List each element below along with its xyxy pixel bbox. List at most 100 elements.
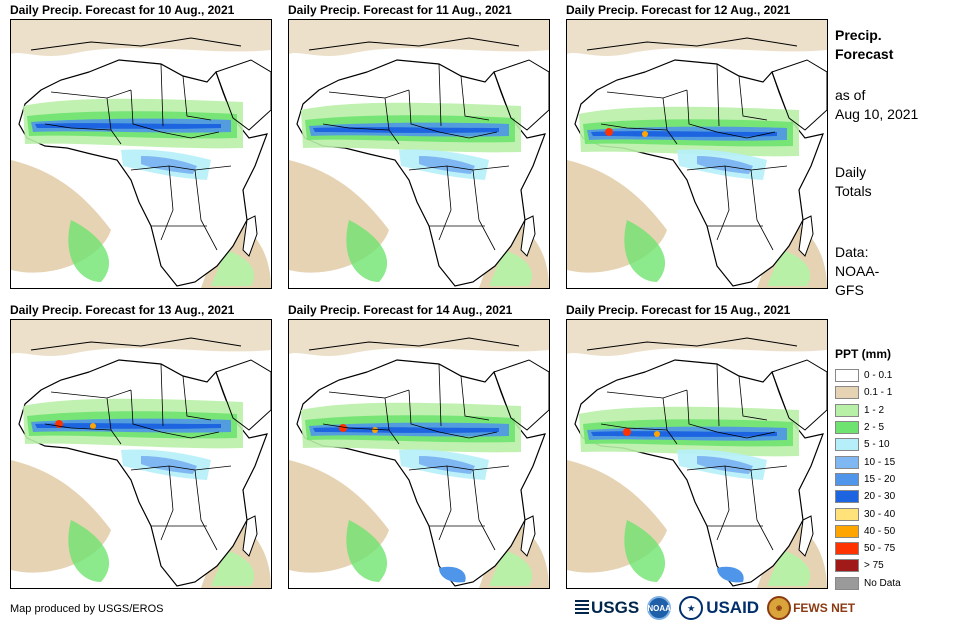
ocean-drizzle-area [567,20,827,56]
forecast-panel: Daily Precip. Forecast for 10 Aug., 2021 [10,3,272,289]
issue-date-label: as of [835,87,866,103]
legend-swatch [835,369,859,383]
legend-label: 0 - 0.1 [864,370,893,382]
fews-seal-icon: ◉ [767,596,792,620]
rain-band [35,123,221,129]
side-title: Precip. Forecast [835,26,893,64]
legend-swatch [835,403,859,417]
legend-item: 0 - 0.1 [835,367,955,384]
forecast-panel: Daily Precip. Forecast for 14 Aug., 2021 [288,303,550,589]
legend-item: 20 - 30 [835,488,955,505]
country-border [460,75,490,121]
heavy-rain-spot [623,428,631,436]
country-border [130,465,232,471]
country-border [750,169,774,251]
africa-map [289,320,549,588]
legend-label: 10 - 15 [864,456,896,468]
data-source-line: Data: [835,244,869,260]
arabia-outline [215,59,271,131]
country-border [716,131,776,139]
country-border [160,131,220,139]
legend-label: 30 - 40 [864,508,896,520]
legend-swatch [835,472,859,486]
madagascar-outline [798,515,814,557]
precip-map [288,319,550,589]
rain-band [697,156,753,174]
country-border [600,423,668,431]
legend-swatch [835,524,859,538]
madagascar-outline [520,515,536,557]
country-border [472,469,496,551]
panel-title: Daily Precip. Forecast for 14 Aug., 2021 [288,303,513,317]
legend-swatch [835,438,859,452]
africa-map [11,320,271,588]
country-border [44,423,112,431]
arabia-outline [771,59,827,131]
heavy-rain-spot [90,423,96,429]
heavy-rain-spot [642,131,648,137]
rain-band [591,431,777,437]
country-border [460,375,490,421]
agency-logos: USGS NOAA ★ USAID ◉ FEWS NET [575,594,855,622]
africa-map [289,20,549,288]
precip-map [10,19,272,289]
usgs-logo: USGS [575,598,639,618]
legend-item: 0.1 - 1 [835,384,955,401]
africa-map [567,20,827,288]
legend-swatch [835,542,859,556]
rain-band [313,127,499,133]
legend-label: 15 - 20 [864,473,896,485]
rain-band [767,550,811,586]
issue-date-value: Aug 10, 2021 [835,106,919,122]
totals-note: Daily Totals [835,163,872,201]
heavy-rain-spot [372,427,378,433]
heavy-rain-spot [339,424,347,432]
panel-title: Daily Precip. Forecast for 10 Aug., 2021 [10,3,235,17]
ocean-drizzle-area [289,320,549,356]
europe-coastline [30,37,242,51]
europe-coastline [308,337,520,351]
panel-title: Daily Precip. Forecast for 11 Aug., 2021 [288,3,512,17]
side-title-line: Precip. [835,27,882,43]
country-border [130,389,162,433]
country-border [438,363,442,427]
country-border [686,89,718,133]
legend-item: 40 - 50 [835,523,955,540]
country-border [160,465,174,541]
legend-swatch [835,576,859,590]
legend-item: 1 - 2 [835,402,955,419]
precip-map [10,319,272,589]
forecast-panel: Daily Precip. Forecast for 15 Aug., 2021 [566,303,828,589]
legend-rows: 0 - 0.1 0.1 - 1 1 - 2 2 - 5 5 - 10 10 - 15 15 … [835,367,955,592]
europe-coastline [586,37,798,51]
ocean-drizzle-area [289,20,549,56]
country-border [408,389,440,433]
europe-coastline [586,337,798,351]
legend-swatch [835,386,859,400]
arabia-outline [493,359,549,431]
totals-line: Daily [835,164,867,180]
legend-item: 2 - 5 [835,419,955,436]
country-border [716,63,720,127]
heavy-rain-spot [605,128,613,136]
data-source: Data: NOAA- GFS [835,243,879,300]
rain-band [141,456,197,474]
legend-swatch [835,421,859,435]
legend-item: No Data [835,575,955,592]
issue-date: as of Aug 10, 2021 [835,86,918,124]
legend-label: 1 - 2 [864,404,885,416]
legend-label: > 75 [864,560,884,572]
legend-item: > 75 [835,557,955,574]
legend-item: 30 - 40 [835,505,955,522]
ocean-drizzle-area [11,320,271,356]
country-border [408,465,510,471]
country-border [160,363,164,427]
noaa-logo: NOAA [647,596,672,620]
country-border [686,165,788,171]
map-credit: Map produced by USGS/EROS [10,603,164,615]
legend-label: 20 - 30 [864,491,896,503]
country-border [322,423,390,431]
usgs-mark-icon [575,600,589,616]
ocean-drizzle-area [567,320,827,356]
country-border [738,375,768,421]
